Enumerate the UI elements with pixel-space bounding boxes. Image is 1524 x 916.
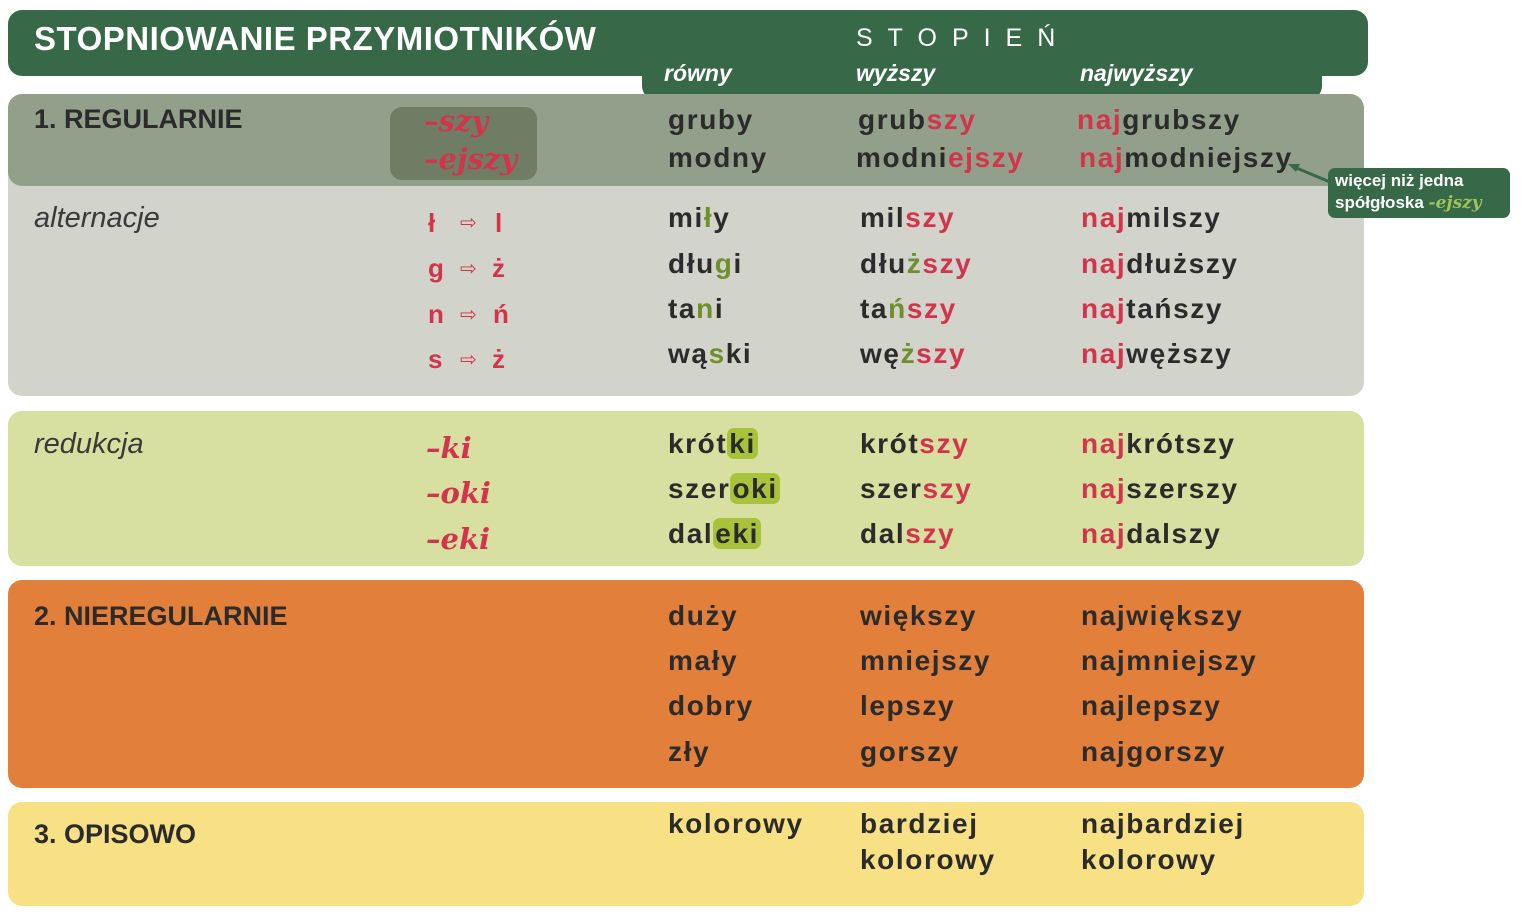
rowny-tani: tani <box>668 293 725 324</box>
rowny-dlugi: długi <box>668 248 743 279</box>
alt-from: ł <box>428 208 436 238</box>
najwyzszy-najmniejszy: najmniejszy <box>1081 645 1258 676</box>
wyzszy-kolorowy: kolorowy <box>860 844 996 875</box>
najwyzszy-najmodniejszy: najmodniejszy <box>1079 142 1293 173</box>
rowny-daleki: daleki <box>668 518 761 549</box>
najwyzszy-najszerszy: najszerszy <box>1081 473 1239 504</box>
suffix-ejszy: –ejszy <box>424 142 518 176</box>
wyzszy-dluzszy: dłuższy <box>860 248 973 279</box>
regular-heading: 1. REGULARNIE <box>34 104 243 134</box>
wyzszy-lepszy: lepszy <box>860 690 956 721</box>
alternation-label: alternacje <box>34 202 160 234</box>
rowny-waski: wąski <box>668 338 753 369</box>
wyzszy-milszy: milszy <box>860 202 956 233</box>
alt-from: n <box>428 299 444 329</box>
najwyzszy-najdluzszy: najdłuższy <box>1081 248 1239 279</box>
alt-to: ń <box>493 299 509 329</box>
degree-heading: STOPIEŃ <box>856 24 1071 52</box>
reduction-label: redukcja <box>34 428 144 460</box>
alt-from: s <box>428 344 443 374</box>
page-title: STOPNIOWANIE PRZYMIOTNIKÓW <box>34 20 597 57</box>
suffix-box <box>390 107 537 180</box>
najwyzszy-najwezszy: najwęższy <box>1081 338 1233 369</box>
wyzszy-wezszy: węższy <box>860 338 967 369</box>
najwyzszy-najwiekszy: największy <box>1081 600 1244 631</box>
wyzszy-gorszy: gorszy <box>860 736 960 767</box>
rowny-duzy: duży <box>668 600 739 631</box>
najwyzszy-najmilszy: najmilszy <box>1081 202 1222 233</box>
najwyzszy-kolorowy: kolorowy <box>1081 844 1217 875</box>
rowny-mily: miły <box>668 202 731 233</box>
note-line2: spółgłoska -ejszy <box>1335 193 1482 213</box>
wyzszy-grubszy: grubszy <box>858 104 977 135</box>
najwyzszy-najbardziej: najbardziej <box>1081 808 1245 839</box>
irregular-heading: 2. NIEREGULARNIE <box>34 601 288 631</box>
rowny-dobry: dobry <box>668 690 754 721</box>
regular-band <box>8 94 1364 186</box>
wyzszy-tanszy: tańszy <box>860 293 957 324</box>
descriptive-band <box>8 802 1364 906</box>
wyzszy-dalszy: dalszy <box>860 518 956 549</box>
najwyzszy-najgrubszy: najgrubszy <box>1077 104 1241 135</box>
rowny-kolorowy: kolorowy <box>668 808 804 839</box>
alt-to: l <box>495 208 503 238</box>
suffix-szy: –szy <box>424 104 489 138</box>
wyzszy-krotszy: krótszy <box>860 428 970 459</box>
suffix-oki: –oki <box>426 476 491 510</box>
column-rowny: równy <box>664 60 732 86</box>
alt-from: g <box>428 253 444 283</box>
najwyzszy-najtanszy: najtańszy <box>1081 293 1224 324</box>
arrow-icon: ⇨ <box>460 304 477 326</box>
rowny-krotki: krótki <box>668 428 758 459</box>
alt-to: ż <box>492 344 505 374</box>
wyzszy-mniejszy: mniejszy <box>860 645 992 676</box>
rowny-szeroki: szeroki <box>668 473 780 504</box>
note-pointer-icon <box>1288 164 1331 184</box>
suffix-ki: –ki <box>426 431 472 465</box>
wyzszy-modniejszy: modniejszy <box>856 142 1025 173</box>
column-wyzszy: wyższy <box>856 60 936 86</box>
note-line1: więcej niż jedna <box>1335 171 1464 190</box>
rowny-modny: modny <box>668 142 768 173</box>
note-callout: więcej niż jedna spółgłoska -ejszy <box>1328 168 1510 218</box>
najwyzszy-najlepszy: najlepszy <box>1081 690 1222 721</box>
alt-to: ż <box>492 253 505 283</box>
arrow-icon: ⇨ <box>460 258 477 280</box>
wyzszy-szerszy: szerszy <box>860 473 973 504</box>
arrow-icon: ⇨ <box>460 349 477 371</box>
header-column-tab <box>642 56 1322 100</box>
wyzszy-bardziej: bardziej <box>860 808 979 839</box>
rowny-zly: zły <box>668 736 711 767</box>
descriptive-heading: 3. OPISOWO <box>34 819 197 849</box>
wyzszy-wiekszy: większy <box>860 600 978 631</box>
reduction-band <box>8 411 1364 566</box>
arrow-icon: ⇨ <box>460 212 477 234</box>
rowny-maly: mały <box>668 645 739 676</box>
najwyzszy-najkrotszy: najkrótszy <box>1081 428 1236 459</box>
suffix-eki: –eki <box>426 522 491 556</box>
column-najwyzszy: najwyższy <box>1080 60 1193 86</box>
rowny-gruby: gruby <box>668 104 754 135</box>
najwyzszy-najgorszy: najgorszy <box>1081 736 1227 767</box>
irregular-band <box>8 580 1364 788</box>
najwyzszy-najdalszy: najdalszy <box>1081 518 1222 549</box>
